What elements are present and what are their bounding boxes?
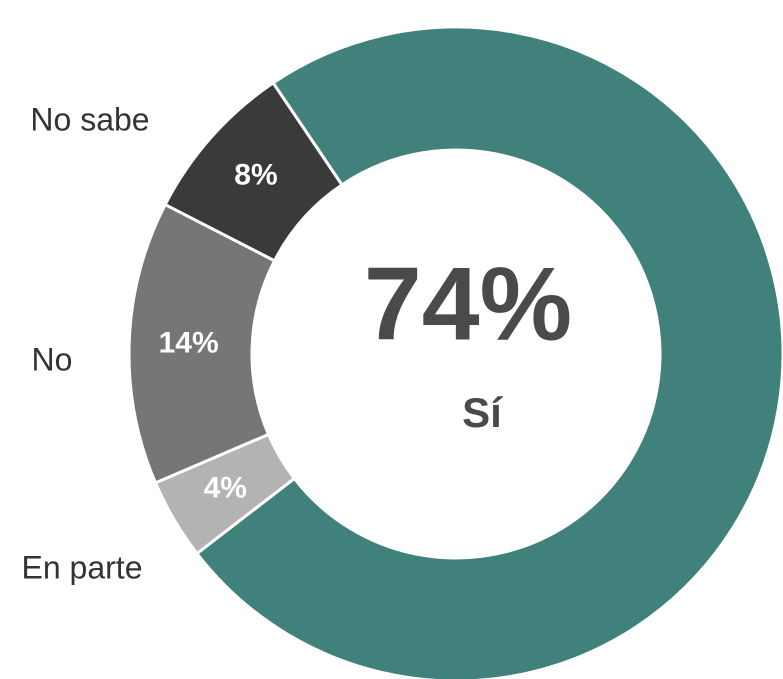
value-label: 4% [204,471,247,504]
value-label: 14% [159,327,219,360]
category-label: En parte [22,549,143,585]
category-label: No sabe [30,101,149,137]
category-label: No [32,341,73,377]
center-value-label: 74% [364,246,572,362]
value-label: 8% [234,158,277,191]
center-category-label: Sí [462,389,503,436]
donut-segment [194,25,783,679]
donut-segment [163,80,345,263]
